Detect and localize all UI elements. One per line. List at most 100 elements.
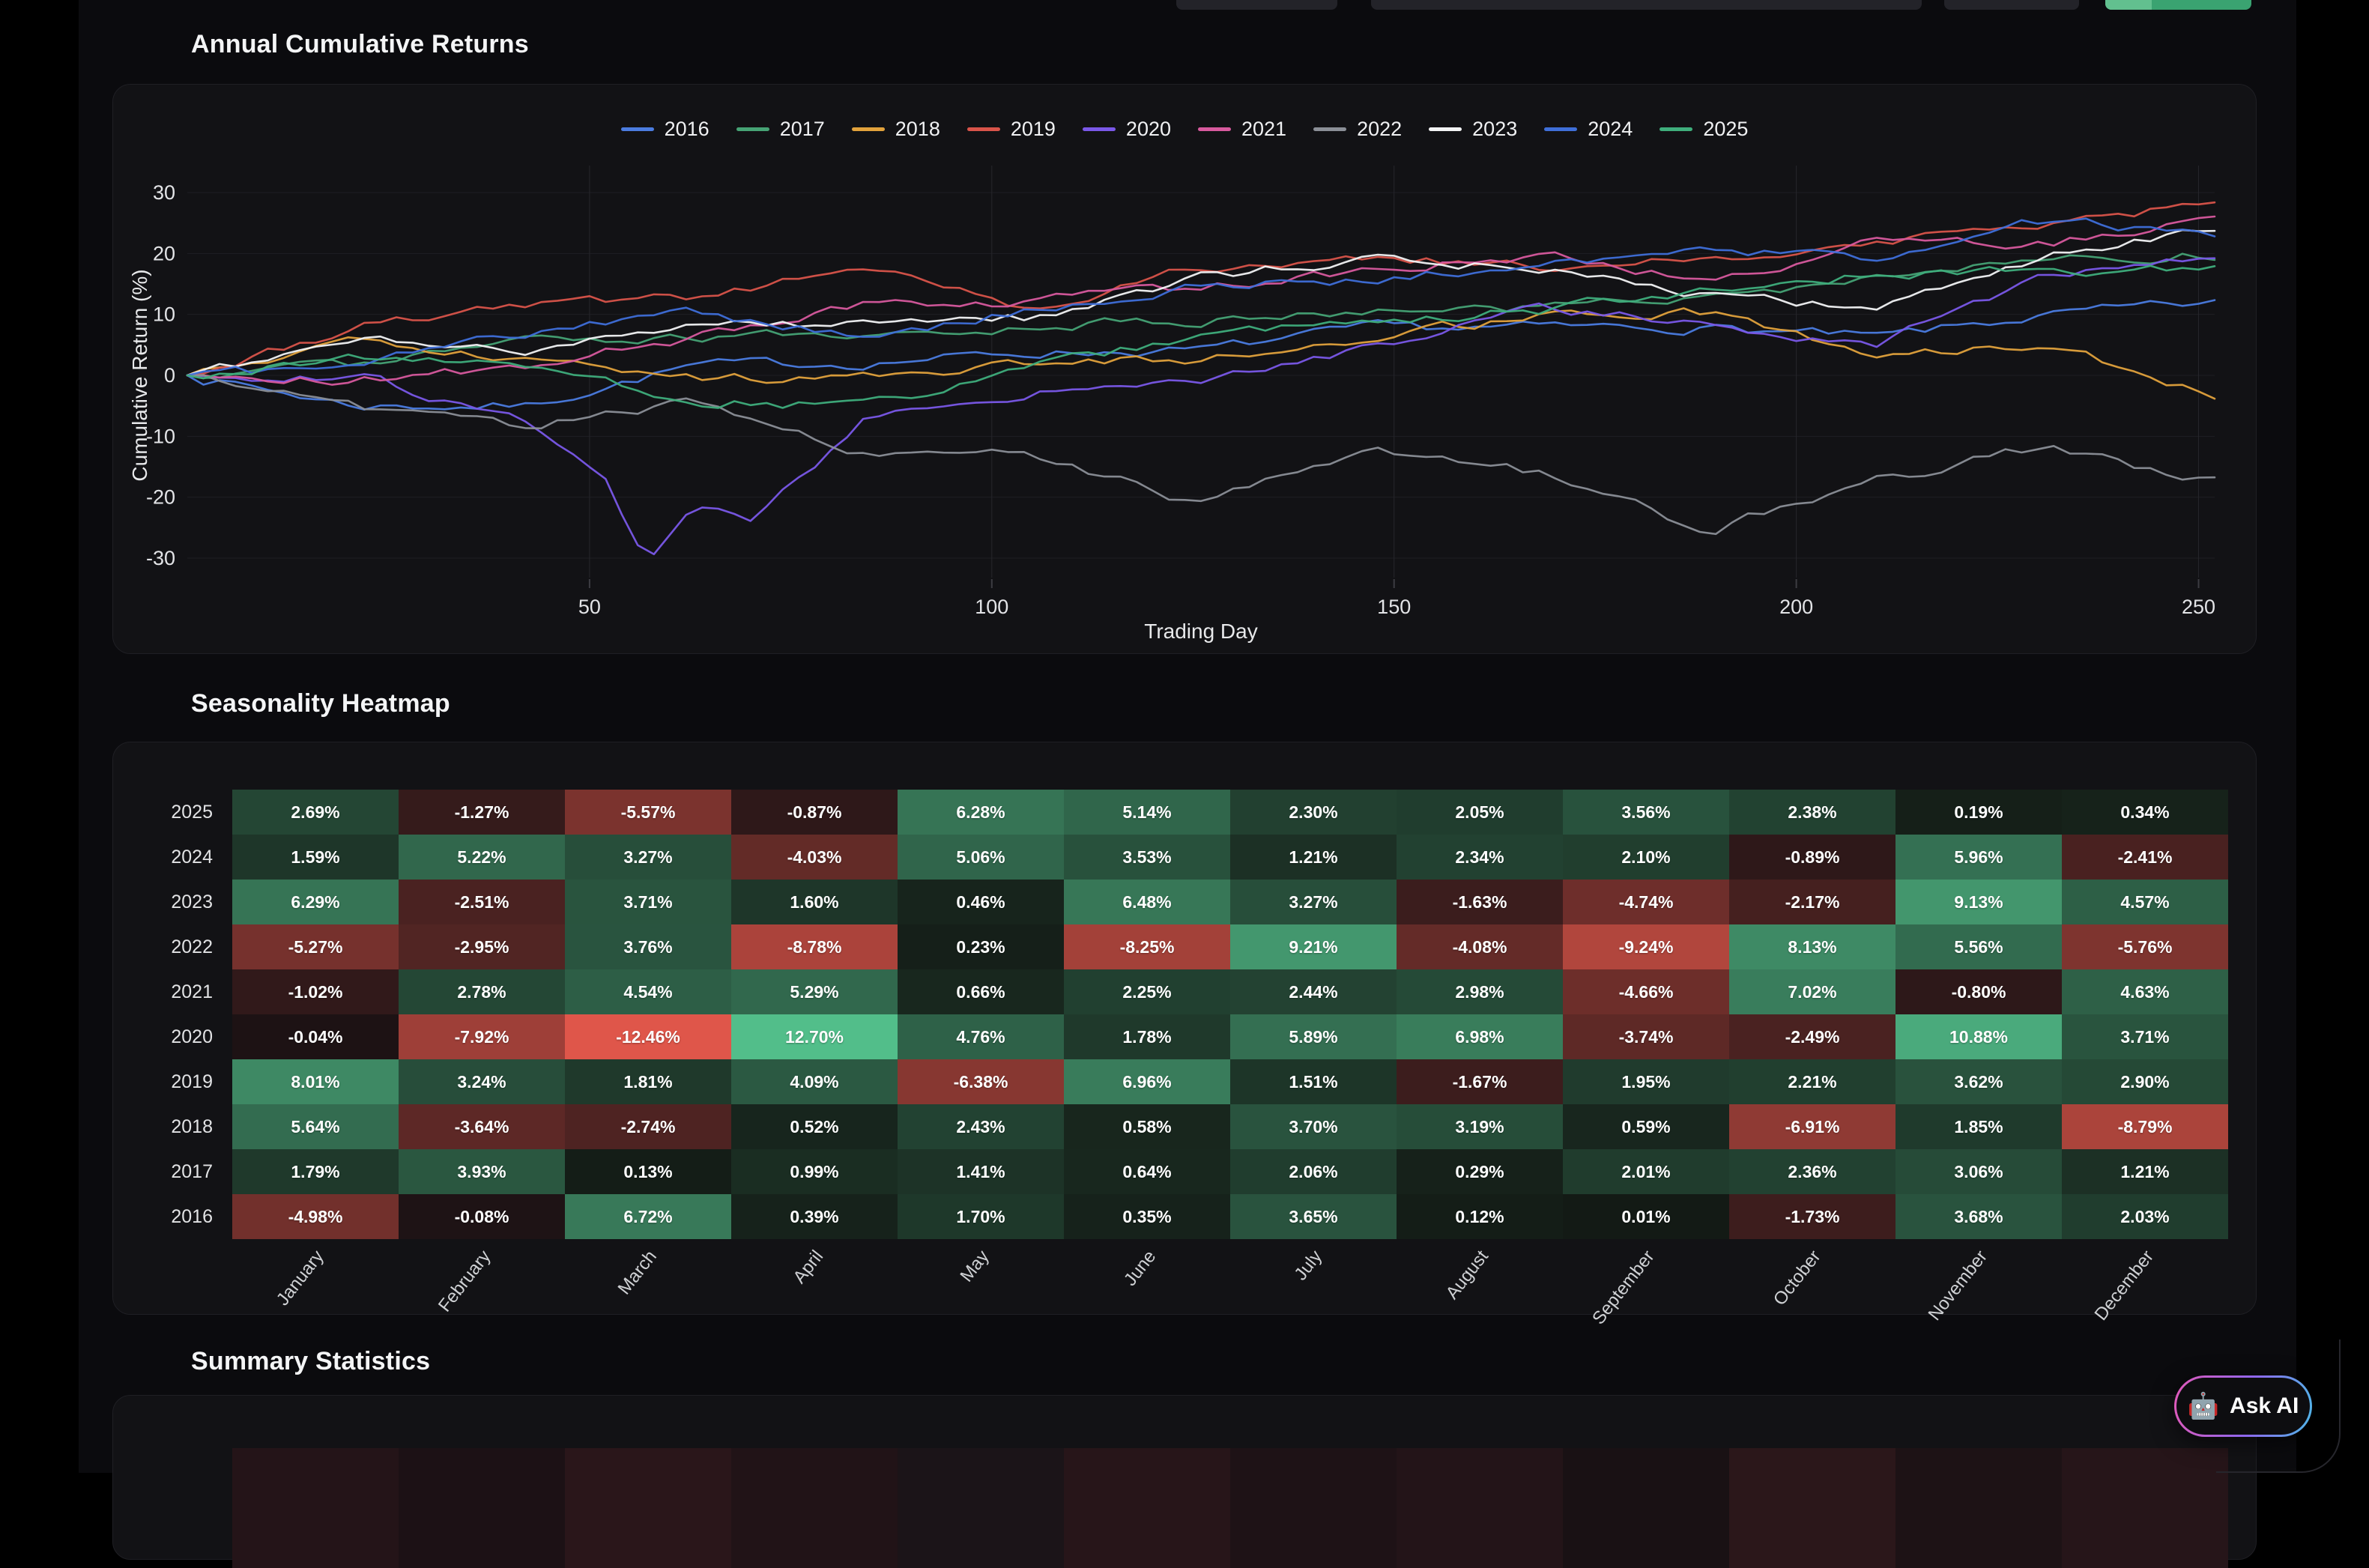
x-tick-label: 50 [578, 596, 601, 618]
toolbar-primary-button[interactable] [2105, 0, 2251, 10]
heatmap-cell: 6.98% [1397, 1014, 1563, 1059]
heatmap-cell: -5.76% [2062, 924, 2228, 969]
heatmap-cell: 4.09% [731, 1059, 898, 1104]
heatmap-cell: 6.72% [565, 1194, 731, 1239]
heatmap-month-col: December [2062, 1239, 2228, 1325]
heatmap-cell: -2.95% [399, 924, 565, 969]
x-tick-label: 150 [1377, 596, 1411, 618]
heatmap-row-2024: 2024 1.59% 5.22% 3.27% -4.03% 5.06% 3.53% 1.21%… [113, 835, 2256, 880]
legend-item-2017[interactable]: 2017 [736, 118, 825, 141]
heatmap-cell: 6.48% [1064, 880, 1230, 924]
series-line-2023 [186, 228, 2216, 377]
heatmap-cell: 3.71% [2062, 1014, 2228, 1059]
legend-item-2024[interactable]: 2024 [1544, 118, 1633, 141]
heatmap-cell: -0.87% [731, 790, 898, 835]
heatmap-cell: -0.80% [1895, 969, 2062, 1014]
heatmap-cell: 5.89% [1230, 1014, 1397, 1059]
toolbar-primary-button-segment [2105, 0, 2152, 10]
heatmap-cell: -2.51% [399, 880, 565, 924]
heatmap-month-label: June [1119, 1247, 1160, 1290]
legend-item-2018[interactable]: 2018 [851, 118, 940, 141]
heatmap-month-label: September [1588, 1247, 1659, 1329]
heatmap-cell: 2.10% [1563, 835, 1729, 880]
toolbar-button[interactable] [1176, 0, 1337, 10]
heatmap-cell: 2.78% [399, 969, 565, 1014]
heatmap-cell: 3.71% [565, 880, 731, 924]
legend-label: 2019 [1010, 118, 1056, 140]
heatmap-cell: 0.34% [2062, 790, 2228, 835]
heatmap-cell: 0.13% [565, 1149, 731, 1194]
heatmap-cell: -8.25% [1064, 924, 1230, 969]
toolbar-search-input[interactable] [1371, 0, 1922, 10]
heatmap-cell: 1.21% [2062, 1149, 2228, 1194]
heatmap-cell: 6.28% [898, 790, 1064, 835]
heatmap-cell: 10.88% [1895, 1014, 2062, 1059]
series-line-2016 [186, 299, 2216, 411]
legend-item-2022[interactable]: 2022 [1313, 118, 1402, 141]
heatmap-cell: 4.76% [898, 1014, 1064, 1059]
heatmap-month-label: January [272, 1247, 328, 1310]
legend-label: 2021 [1241, 118, 1287, 140]
heatmap-cell: -6.91% [1729, 1104, 1895, 1149]
heatmap-cell: 2.01% [1563, 1149, 1729, 1194]
toolbar-button[interactable] [1944, 0, 2079, 10]
heatmap-row-2020: 2020 -0.04% -7.92% -12.46% 12.70% 4.76% 1.78% 5… [113, 1014, 2256, 1059]
legend-swatch-icon [1082, 127, 1116, 131]
heatmap-cell: 2.43% [898, 1104, 1064, 1149]
heatmap-cell: 0.19% [1895, 790, 2062, 835]
legend-swatch-icon [966, 127, 1000, 131]
heatmap-cell: -3.74% [1563, 1014, 1729, 1059]
summary-partial-cell [1563, 1448, 1729, 1568]
heatmap-cell: 5.29% [731, 969, 898, 1014]
heatmap-cell: 2.36% [1729, 1149, 1895, 1194]
summary-partial-cell [2062, 1448, 2228, 1568]
series-line-2024 [186, 217, 2216, 377]
heatmap-cell: -0.89% [1729, 835, 1895, 880]
summary-partial-cell [1230, 1448, 1397, 1568]
heatmap-month-label: August [1441, 1247, 1492, 1304]
legend-swatch-icon [1659, 127, 1693, 131]
heatmap-cell: 0.35% [1064, 1194, 1230, 1239]
legend-item-2023[interactable]: 2023 [1429, 118, 1517, 141]
heatmap-month-spacer [113, 1239, 232, 1314]
heatmap-cell: -0.08% [399, 1194, 565, 1239]
legend-item-2020[interactable]: 2020 [1082, 118, 1171, 141]
heatmap-month-label: March [614, 1247, 661, 1299]
returns-chart-panel: 2016 2017 2018 2019 2020 2021 2022 2023 2024 2025… [112, 84, 2257, 654]
legend-swatch-icon [1544, 127, 1578, 131]
heatmap-row-2023: 2023 6.29% -2.51% 3.71% 1.60% 0.46% 6.48% 3.27%… [113, 880, 2256, 924]
y-tick-label: -10 [146, 425, 175, 447]
y-tick-label: -20 [146, 486, 175, 509]
heatmap-month-col: August [1397, 1239, 1563, 1314]
heatmap-row-2017: 2017 1.79% 3.93% 0.13% 0.99% 1.41% 0.64% 2.06% 0… [113, 1149, 2256, 1194]
heatmap-cell: 2.30% [1230, 790, 1397, 835]
ask-ai-label: Ask AI [2230, 1393, 2299, 1418]
heatmap-cell: 4.54% [565, 969, 731, 1014]
legend-item-2016[interactable]: 2016 [620, 118, 710, 141]
y-tick-label: -30 [146, 547, 175, 569]
heatmap-cell: 6.96% [1064, 1059, 1230, 1104]
legend-item-2021[interactable]: 2021 [1198, 118, 1286, 141]
heatmap-cell: -1.27% [399, 790, 565, 835]
y-tick-label: 0 [164, 364, 175, 387]
heatmap-cell: 0.39% [731, 1194, 898, 1239]
ask-ai-button[interactable]: 🤖 Ask AI [2174, 1375, 2312, 1437]
heatmap-cell: -5.57% [565, 790, 731, 835]
series-line-2019 [186, 201, 2216, 377]
heatmap-year-label: 2023 [171, 891, 213, 912]
background-panel-corner [2216, 1340, 2341, 1473]
heatmap-cell: 0.58% [1064, 1104, 1230, 1149]
heatmap-cell: -1.73% [1729, 1194, 1895, 1239]
heatmap-cell: -9.24% [1563, 924, 1729, 969]
series-line-2025 [186, 264, 2216, 409]
heatmap-row-2021: 2021 -1.02% 2.78% 4.54% 5.29% 0.66% 2.25% 2.44%… [113, 969, 2256, 1014]
legend-item-2025[interactable]: 2025 [1659, 118, 1748, 141]
legend-item-2019[interactable]: 2019 [966, 118, 1056, 141]
app-content: Annual Cumulative Returns 2016 2017 2018 20… [79, 0, 2296, 1568]
heatmap-month-label: December [2090, 1247, 2158, 1325]
heatmap-cell: 2.34% [1397, 835, 1563, 880]
heatmap-cell: -8.79% [2062, 1104, 2228, 1149]
heatmap-cell: 1.78% [1064, 1014, 1230, 1059]
heatmap-month-col: September [1563, 1239, 1729, 1328]
